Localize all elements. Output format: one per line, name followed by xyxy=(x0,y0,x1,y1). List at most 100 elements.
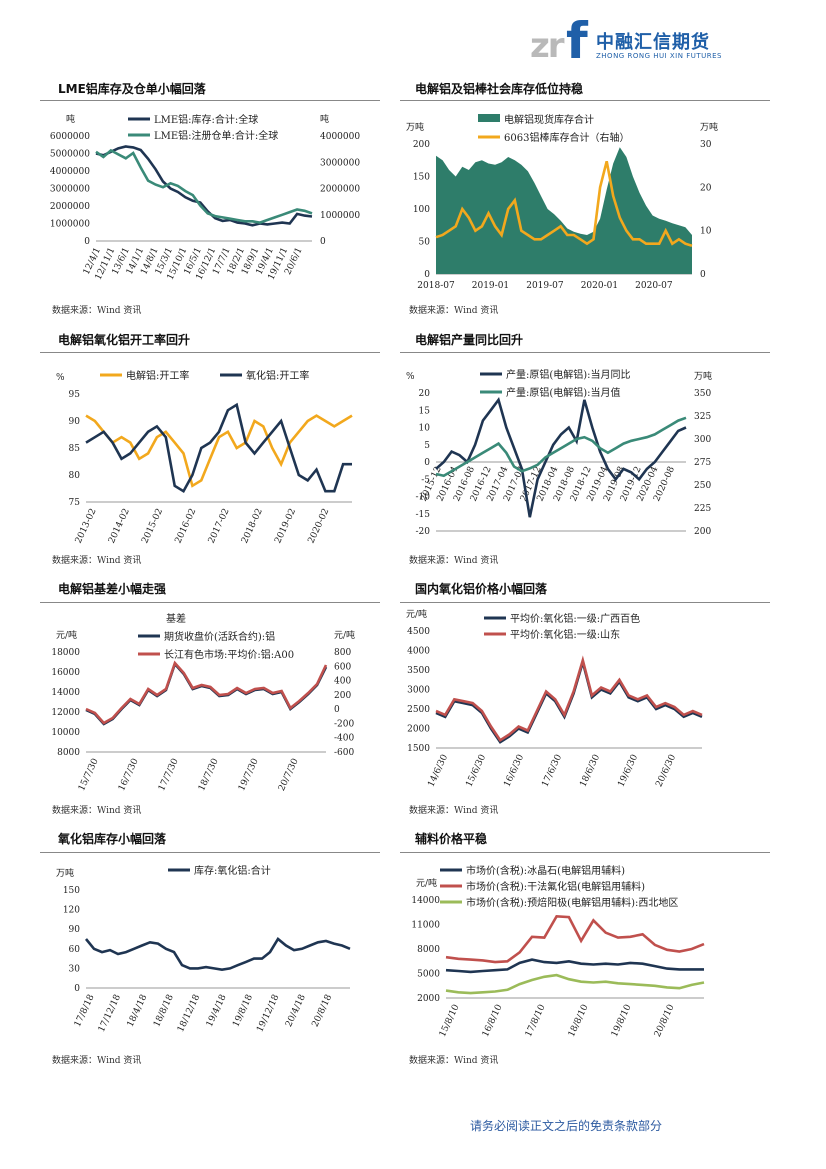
x-tick-label: 2019-02 xyxy=(273,507,298,545)
x-tick-label: 17/12/18 xyxy=(97,993,123,1034)
data-source-note: 数据来源：Wind 资讯 xyxy=(409,1056,499,1066)
y-tick-label: 0 xyxy=(424,458,430,468)
x-tick-label: 20/6/30 xyxy=(654,753,678,789)
y-tick-label: 5 xyxy=(424,441,430,451)
x-tick-label: 20/8/18 xyxy=(311,993,335,1029)
y2-unit-label: 吨 xyxy=(320,113,329,125)
y2-tick-label: 2000000 xyxy=(320,185,360,195)
series-line xyxy=(435,397,687,518)
legend-label: 平均价:氧化铝:一级:广西百色 xyxy=(510,612,640,625)
y-unit-label: 元/吨 xyxy=(56,629,77,641)
section-divider xyxy=(400,352,770,353)
y-unit-label: 万吨 xyxy=(406,121,424,133)
y2-tick-label: 225 xyxy=(694,504,711,514)
y-tick-label: 2500 xyxy=(407,705,430,715)
y2-tick-label: -200 xyxy=(334,719,354,729)
y-tick-label: 50 xyxy=(419,238,431,248)
y2-unit-label: 万吨 xyxy=(694,370,712,382)
y-tick-label: -5 xyxy=(421,475,430,485)
y-tick-label: 4000 xyxy=(407,647,430,657)
y2-tick-label: 0 xyxy=(700,270,706,280)
footer-disclaimer[interactable]: 请务必阅读正文之后的免责条款部分 xyxy=(470,1119,663,1133)
y2-tick-label: 400 xyxy=(334,677,351,687)
section-title: 辅料价格平稳 xyxy=(415,832,488,846)
y-tick-label: 14000 xyxy=(411,896,440,906)
legend-label: 电解铝现货库存合计 xyxy=(504,113,594,126)
y2-unit-label: 元/吨 xyxy=(334,629,355,641)
x-tick-label: 18/6/30 xyxy=(578,753,602,789)
series-line xyxy=(95,145,313,227)
y-tick-label: 90 xyxy=(69,925,81,935)
legend-label: 市场价(含税):冰晶石(电解铝用辅料) xyxy=(466,864,625,877)
x-tick-label: 19/8/10 xyxy=(610,1003,634,1039)
legend-label: 产量:原铝(电解铝):当月值 xyxy=(506,386,621,399)
y2-tick-label: 350 xyxy=(694,389,711,399)
y-unit-label: % xyxy=(56,373,65,383)
y-tick-label: 10000 xyxy=(51,728,80,738)
legend-swatch xyxy=(478,114,500,122)
y-tick-label: 3500 xyxy=(407,666,430,676)
series-line xyxy=(85,414,353,488)
y-tick-label: 10 xyxy=(419,424,431,434)
x-tick-label: 19/7/30 xyxy=(237,757,261,793)
data-source-note: 数据来源：Wind 资讯 xyxy=(52,1056,142,1066)
y2-tick-label: 4000000 xyxy=(320,132,360,142)
data-source-note: 数据来源：Wind 资讯 xyxy=(409,556,499,566)
x-tick-label: 2020-01 xyxy=(581,281,618,291)
y-tick-label: 2000000 xyxy=(50,202,90,212)
y-unit-label: 万吨 xyxy=(56,867,74,879)
y-tick-label: 18000 xyxy=(51,648,80,658)
data-source-note: 数据来源：Wind 资讯 xyxy=(52,306,142,316)
y2-tick-label: 600 xyxy=(334,662,351,672)
section-title: 电解铝氧化铝开工率回升 xyxy=(58,333,191,347)
y-tick-label: 80 xyxy=(69,471,81,481)
y-tick-label: 2000 xyxy=(407,725,430,735)
y-tick-label: 5000 xyxy=(417,970,440,980)
y2-tick-label: 10 xyxy=(700,227,712,237)
legend-label: LME铝:注册仓单:合计:全球 xyxy=(154,129,278,142)
x-tick-label: 16/8/10 xyxy=(481,1003,505,1039)
x-tick-label: 2018-07 xyxy=(417,281,455,291)
section-title: 电解铝及铝棒社会库存低位持稳 xyxy=(415,82,584,96)
section-title: LME铝库存及仓单小幅回落 xyxy=(58,82,206,96)
x-tick-label: 2020-02 xyxy=(307,507,332,545)
y2-tick-label: -600 xyxy=(334,748,354,758)
y-tick-label: 150 xyxy=(63,886,80,896)
x-tick-label: 2015-02 xyxy=(140,507,165,545)
y2-tick-label: 0 xyxy=(334,705,340,715)
legend-label: 期货收盘价(活跃合约):铝 xyxy=(164,630,275,643)
x-tick-label: 2014-02 xyxy=(107,507,132,545)
x-tick-label: 17/8/10 xyxy=(524,1003,548,1039)
y-tick-label: 3000000 xyxy=(50,185,90,195)
y2-tick-label: 250 xyxy=(694,481,711,491)
x-tick-label: 15/8/10 xyxy=(438,1003,462,1039)
x-tick-label: 20/8/10 xyxy=(653,1003,677,1039)
x-tick-label: 19/4/18 xyxy=(205,993,229,1029)
x-tick-label: 20/4/18 xyxy=(284,993,308,1029)
chart-subtitle: 基差 xyxy=(166,612,186,625)
y-tick-label: 14000 xyxy=(51,688,80,698)
x-tick-label: 18/12/18 xyxy=(176,993,202,1034)
section-divider xyxy=(40,352,380,353)
logo-f: f xyxy=(566,12,588,70)
legend-label: 平均价:氧化铝:一级:山东 xyxy=(510,628,620,641)
y-tick-label: 150 xyxy=(413,173,430,183)
series-line xyxy=(445,914,705,964)
data-source-note: 数据来源：Wind 资讯 xyxy=(409,306,499,316)
legend-label: 6063铝棒库存合计（右轴） xyxy=(504,131,629,144)
y-tick-label: 95 xyxy=(69,390,81,400)
company-name-cn: 中融汇信期货 xyxy=(596,32,710,53)
series-line xyxy=(95,148,313,224)
y-tick-label: 0 xyxy=(74,984,80,994)
series-line xyxy=(435,416,687,478)
y-unit-label: 元/吨 xyxy=(416,877,437,889)
series-line xyxy=(85,660,328,725)
x-tick-label: 18/4/18 xyxy=(126,993,150,1029)
y-tick-label: 3000 xyxy=(407,686,430,696)
section-divider xyxy=(400,602,770,603)
x-tick-label: 18/7/30 xyxy=(197,757,221,793)
x-tick-label: 2013-02 xyxy=(74,507,99,545)
legend-label: 电解铝:开工率 xyxy=(126,369,189,382)
legend-label: LME铝:库存:合计:全球 xyxy=(154,113,258,126)
